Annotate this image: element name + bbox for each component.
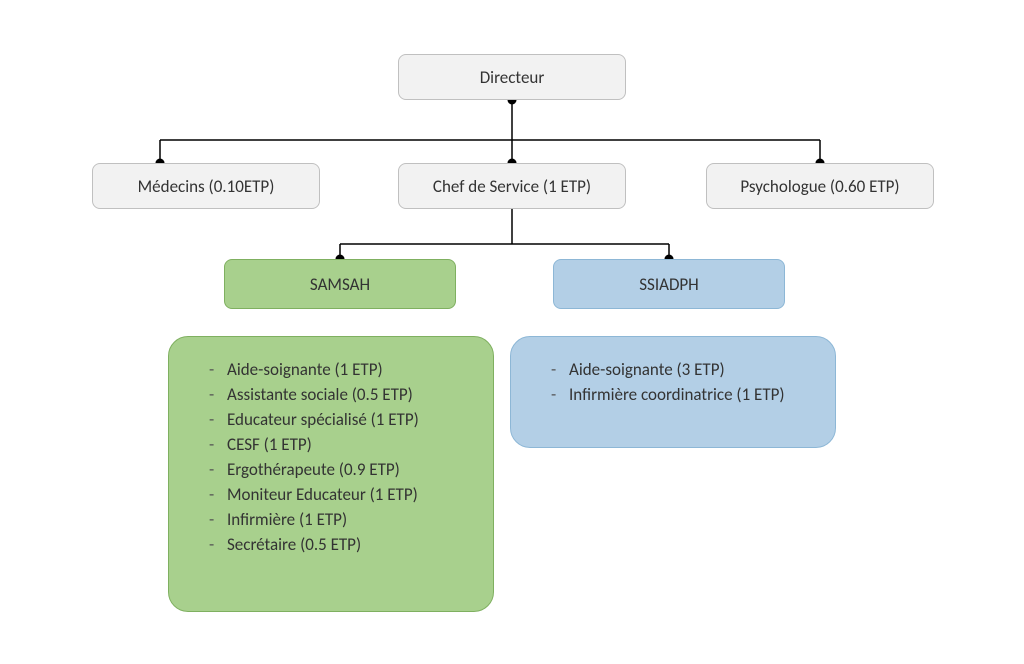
list-item: Infirmière (1 ETP) bbox=[209, 509, 475, 530]
org-chart: Directeur Médecins (0.10ETP) Chef de Ser… bbox=[0, 0, 1024, 664]
list-item: Secrétaire (0.5 ETP) bbox=[209, 534, 475, 555]
panel-samsah: Aide-soignante (1 ETP) Assistante social… bbox=[168, 336, 494, 612]
node-medecins-label: Médecins (0.10ETP) bbox=[138, 176, 275, 197]
node-chef: Chef de Service (1 ETP) bbox=[398, 163, 626, 209]
list-item: Aide-soignante (3 ETP) bbox=[551, 359, 817, 380]
list-item: Moniteur Educateur (1 ETP) bbox=[209, 484, 475, 505]
list-item: Educateur spécialisé (1 ETP) bbox=[209, 409, 475, 430]
node-psychologue: Psychologue (0.60 ETP) bbox=[706, 163, 934, 209]
node-samsah: SAMSAH bbox=[224, 259, 456, 309]
list-item: Infirmière coordinatrice (1 ETP) bbox=[551, 384, 817, 405]
node-ssiadph: SSIADPH bbox=[553, 259, 785, 309]
list-item: Assistante sociale (0.5 ETP) bbox=[209, 384, 475, 405]
node-ssiadph-label: SSIADPH bbox=[639, 274, 699, 295]
node-psychologue-label: Psychologue (0.60 ETP) bbox=[740, 176, 899, 197]
list-item: CESF (1 ETP) bbox=[209, 434, 475, 455]
list-item: Aide-soignante (1 ETP) bbox=[209, 359, 475, 380]
node-directeur-label: Directeur bbox=[480, 67, 545, 88]
list-item: Ergothérapeute (0.9 ETP) bbox=[209, 459, 475, 480]
node-samsah-label: SAMSAH bbox=[310, 274, 370, 295]
node-directeur: Directeur bbox=[398, 54, 626, 100]
node-medecins: Médecins (0.10ETP) bbox=[92, 163, 320, 209]
node-chef-label: Chef de Service (1 ETP) bbox=[433, 176, 591, 197]
panel-ssiadph: Aide-soignante (3 ETP) Infirmière coordi… bbox=[510, 336, 836, 448]
panel-ssiadph-list: Aide-soignante (3 ETP) Infirmière coordi… bbox=[551, 359, 817, 405]
panel-samsah-list: Aide-soignante (1 ETP) Assistante social… bbox=[209, 359, 475, 555]
